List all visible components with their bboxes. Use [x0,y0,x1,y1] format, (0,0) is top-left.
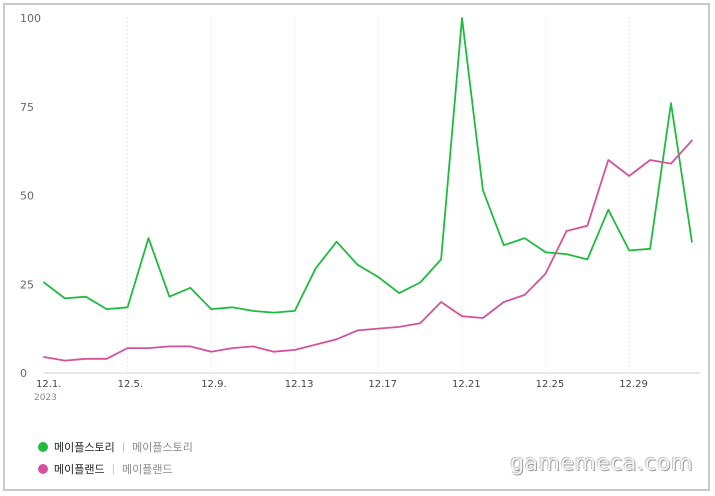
y-tick-label: 75 [20,101,34,114]
legend-dot [38,442,48,452]
chart-grid [44,18,700,374]
y-axis: 0 25 50 75 100 [20,12,41,380]
legend-sublabel: 메이플스토리 [132,441,193,454]
legend-sublabel: 메이플랜드 [121,463,173,476]
x-tick-label: 12.21 [452,379,481,390]
series-line-1 [43,139,693,362]
x-tick-label: 12.25 [536,379,565,390]
x-tick-label: 12.1. [36,379,61,390]
legend-item-series-1[interactable]: 메이플랜드 | 메이플랜드 [38,458,193,480]
y-tick-label: 0 [20,367,27,380]
series-lines [43,17,693,362]
x-tick-label: 12.29 [619,379,648,390]
legend-label: 메이플스토리 [54,441,115,454]
x-axis: 12.1. 12.5. 12.9. 12.13 12.17 12.21 12.25 12.29… [34,379,648,403]
y-tick-label: 25 [20,278,34,291]
legend-separator: | [111,463,115,475]
x-tick-label: 12.13 [285,379,314,390]
legend-dot [38,464,48,474]
x-tick-label: 12.5. [118,379,143,390]
legend: 메이플스토리 | 메이플스토리 메이플랜드 | 메이플랜드 [38,436,193,480]
x-tick-year: 2023 [34,393,57,403]
legend-item-series-0[interactable]: 메이플스토리 | 메이플스토리 [38,436,193,458]
y-tick-label: 50 [20,190,34,203]
x-tick-label: 12.17 [368,379,397,390]
legend-label: 메이플랜드 [54,463,105,476]
y-tick-label: 100 [20,12,41,25]
legend-separator: | [121,441,126,453]
x-tick-label: 12.9. [201,379,226,390]
series-line-0 [43,17,693,314]
watermark: gamemeca.com [510,451,693,476]
